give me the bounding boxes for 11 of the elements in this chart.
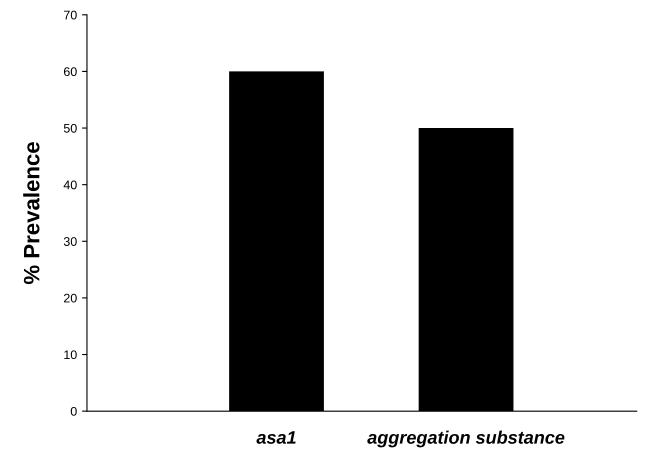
y-tick-label: 10 [64,350,77,360]
y-tick-label: 50 [64,124,77,133]
y-tick-label: 60 [64,67,77,76]
x-tick-label: asa1 [256,431,296,444]
y-axis-title: % Prevalence [23,142,40,284]
y-tick-label: 0 [70,406,77,416]
x-tick-label: aggregation substance [367,430,564,448]
y-tick-label: 30 [64,237,77,246]
y-tick-label: 70 [64,10,77,20]
y-tick-label: 40 [64,180,77,190]
y-tick-label: 20 [64,294,77,303]
